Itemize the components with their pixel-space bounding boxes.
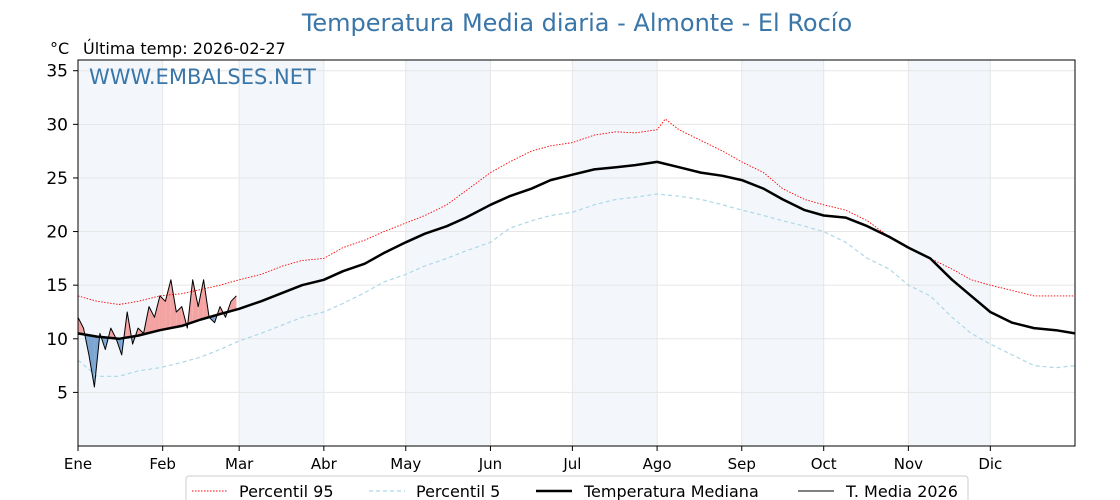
x-tick-label: Ago [643,455,672,473]
plot-frame [77,59,1076,447]
last-temp-label: Última temp: 2026-02-27 [83,39,286,58]
month-band [78,60,163,446]
anomaly-fill-above [230,295,237,312]
series-line-current [77,279,237,388]
y-tick-label: 10 [46,330,68,350]
x-tick-label: May [390,455,421,473]
grid-lines [77,60,1075,446]
x-tick-label: Jul [562,455,581,473]
y-tick-label: 15 [46,276,68,296]
x-tick-label: Oct [811,455,837,473]
month-band [741,60,824,446]
y-tick-label: 35 [46,62,68,82]
anomaly-fill-above [154,295,160,332]
unit-label: °C [50,39,69,58]
x-tick-label: Ene [64,455,92,473]
anomaly-fill-above [165,279,171,330]
y-tick-label: 20 [46,223,68,243]
anomaly-fill-above [176,306,182,327]
y-tick-label: 25 [46,169,68,189]
series-line-p5 [77,193,1076,377]
y-tick-label: 30 [46,115,68,135]
legend-label-p5: Percentil 5 [416,482,500,500]
anomaly-fill-above [78,317,84,335]
x-tick-label: Feb [149,455,176,473]
x-tick-label: Mar [225,455,254,473]
anomaly-fill-above [198,279,204,321]
anomaly-fill-above [192,279,199,323]
x-axis-ticks: Ene Feb Mar Abr May Jun Jul Ago Sep Oct Nov Dic [64,446,1002,473]
x-tick-label: Nov [894,455,923,473]
watermark: WWW.EMBALSES.NET [89,65,316,89]
x-tick-label: Dic [978,455,1002,473]
legend-label-current: T. Media 2026 [845,482,958,500]
anomaly-fill-above [170,279,177,329]
anomaly-fill-above [159,295,166,331]
anomaly-fill-above [149,306,155,333]
x-tick-label: Jun [478,455,502,473]
y-tick-label: 5 [57,383,68,403]
month-band [572,60,658,446]
x-tick-label: Abr [311,455,338,473]
month-band [239,60,324,446]
month-bands [78,60,991,446]
legend-box [185,475,969,500]
anomaly-fill-below [88,335,95,388]
series-line-median [77,160,1076,341]
month-band [405,60,491,446]
y-axis-ticks: 5 10 15 20 25 30 35 [46,62,78,403]
chart-title: Temperatura Media diaria - Almonte - El … [301,9,852,37]
legend-label-p95: Percentil 95 [239,482,334,500]
series-lines [77,118,1076,388]
legend-label-median: Temperatura Mediana [583,482,759,500]
legend: Percentil 95 Percentil 5 Temperatura Med… [185,475,969,500]
x-tick-label: Sep [728,455,756,473]
